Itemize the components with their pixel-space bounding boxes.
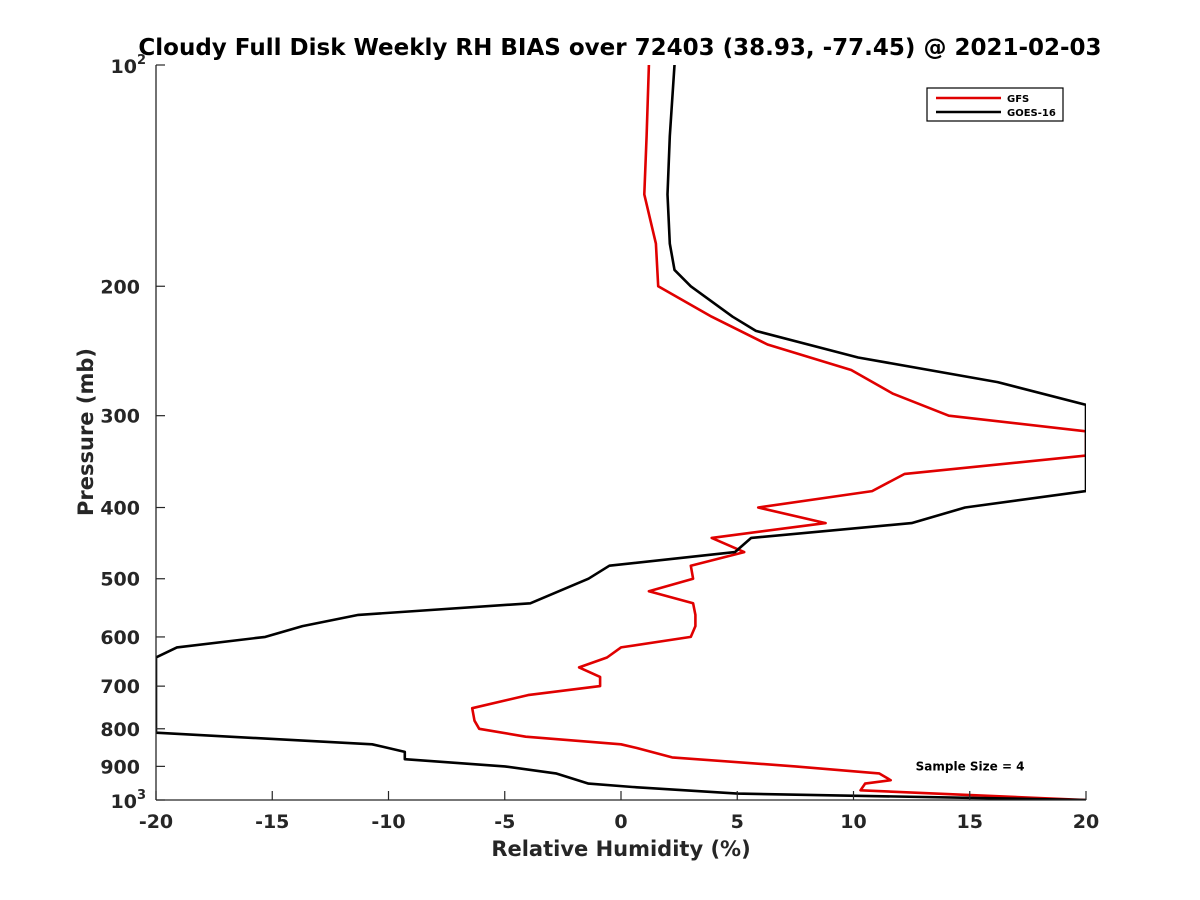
y-tick-label: 700	[100, 676, 140, 698]
x-tick-label: -10	[371, 811, 405, 833]
y-axis-label: Pressure (mb)	[74, 348, 98, 516]
x-tick-label: -20	[139, 811, 173, 833]
x-tick-label: 5	[731, 811, 744, 833]
legend: GFS GOES-16	[926, 87, 1064, 122]
ticks-layer: -20 -15 -10 -5 0 5 10 15 20102200300400500600700…	[100, 53, 1099, 833]
y-tick-label: 800	[100, 719, 140, 741]
x-tick-label: 10	[840, 811, 866, 833]
legend-label-goes-16: GOES-16	[1007, 108, 1056, 119]
x-tick-label: -15	[255, 811, 289, 833]
legend-label-gfs: GFS	[1007, 94, 1029, 105]
y-tick-label-base: 10	[111, 56, 137, 78]
legend-box	[926, 87, 1064, 122]
annotation-layer: Sample Size = 4	[916, 759, 1025, 773]
y-tick-label-exponent: 2	[137, 53, 146, 68]
y-tick-label-exponent: 3	[137, 788, 146, 803]
y-tick-label-base: 10	[111, 791, 137, 813]
y-tick-label: 103	[111, 788, 147, 813]
x-tick-label: 0	[614, 811, 627, 833]
y-tick-label: 500	[100, 569, 140, 591]
y-tick-label: 300	[100, 406, 140, 428]
x-tick-label: 20	[1073, 811, 1099, 833]
sample-size-annotation: Sample Size = 4	[916, 759, 1025, 773]
x-axis-label: Relative Humidity (%)	[491, 837, 750, 861]
y-tick-label: 200	[100, 276, 140, 298]
y-tick-label: 400	[100, 498, 140, 520]
y-tick-label: 900	[100, 756, 140, 778]
y-tick-label: 600	[100, 627, 140, 649]
series-line-goes-16	[156, 65, 1086, 800]
series-line-gfs	[470, 65, 1086, 800]
x-tick-label: -5	[494, 811, 515, 833]
series-layer	[156, 65, 1086, 800]
x-tick-label: 15	[957, 811, 983, 833]
chart-title: Cloudy Full Disk Weekly RH BIAS over 724…	[138, 35, 1101, 61]
y-tick-label: 102	[111, 53, 147, 78]
